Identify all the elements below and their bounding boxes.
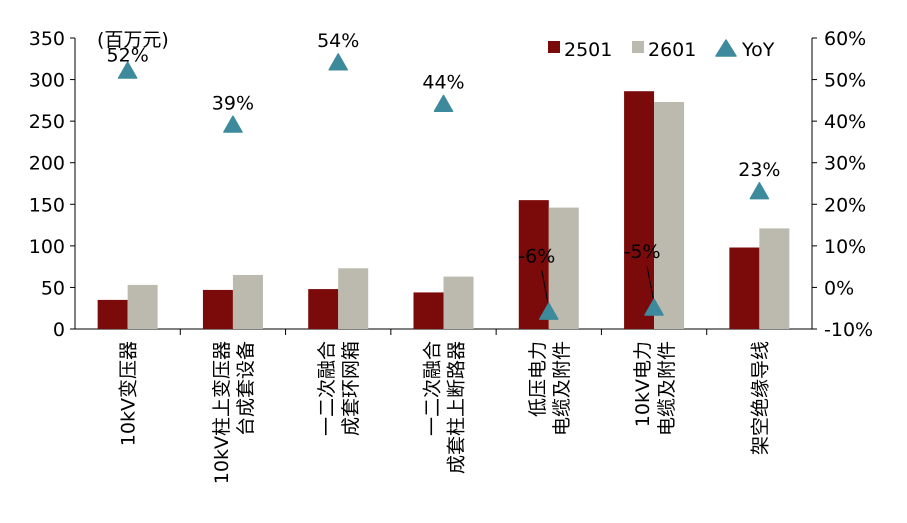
yoy-point	[328, 53, 348, 71]
bar-2501	[729, 247, 760, 329]
category-label: 一二次融合	[316, 341, 338, 436]
category-label: 电缆及附件	[551, 341, 573, 436]
category-label: 架空绝缘导线	[749, 341, 771, 455]
yoy-point	[539, 302, 559, 320]
left-tick-label: 250	[29, 111, 65, 133]
category-label: 成套环网箱	[340, 341, 362, 436]
yoy-point	[223, 115, 243, 133]
yoy-data-label: -6%	[518, 245, 555, 267]
category-label: 10kV柱上变压器	[211, 341, 233, 484]
category-label: 10kV电力	[632, 341, 654, 427]
category-label: 一二次融合	[422, 341, 444, 436]
bar-2601	[338, 268, 369, 329]
bar-2601	[232, 274, 263, 329]
category-label: 成套柱上断路器	[446, 341, 468, 474]
bar-2501	[518, 200, 549, 329]
yoy-leader-line	[646, 266, 654, 299]
legend-label-2601: 2601	[648, 39, 696, 61]
bar-2601	[127, 284, 158, 329]
yoy-point	[117, 61, 138, 79]
right-tick-label: 10%	[824, 236, 866, 258]
right-tick-label: 40%	[824, 111, 866, 133]
bar-2601	[654, 102, 685, 330]
bar-2501	[413, 292, 444, 329]
left-tick-label: 350	[29, 28, 65, 50]
right-tick-label: -10%	[824, 319, 873, 341]
legend-swatch-yoy	[715, 39, 737, 57]
bar-2601	[548, 207, 579, 329]
legend-swatch-2601	[632, 41, 644, 53]
bar-2501	[624, 91, 655, 329]
left-tick-label: 300	[29, 70, 65, 92]
right-tick-label: 50%	[824, 70, 866, 92]
unit-label: (百万元)	[97, 29, 169, 51]
left-tick-label: 150	[29, 194, 65, 216]
yoy-point	[749, 182, 770, 200]
yoy-point	[433, 94, 454, 113]
category-label: 台成套设备	[235, 341, 257, 436]
yoy-series: 52% 39% 54% 44% -6% -5% 23%	[107, 30, 780, 320]
left-tick-label: 0	[53, 319, 65, 341]
bar-2501	[308, 289, 339, 329]
axes: 0 50 100 150 200 250 300 350 -10% 0% 10% 20% 30% 40% 5…	[29, 28, 873, 341]
bar-2501	[202, 289, 233, 329]
yoy-data-label: -5%	[624, 241, 661, 263]
bars	[97, 91, 790, 330]
yoy-leader-line	[541, 270, 549, 303]
yoy-data-label: 52%	[107, 44, 149, 66]
bar-2601	[759, 228, 790, 329]
bar-2601	[443, 276, 474, 329]
legend-swatch-2501	[548, 41, 560, 53]
yoy-point	[644, 298, 664, 316]
left-tick-label: 100	[29, 236, 65, 258]
category-label: 低压电力	[527, 341, 549, 417]
category-label: 10kV变压器	[118, 341, 140, 446]
right-tick-label: 60%	[824, 28, 866, 50]
legend-label-yoy: YoY	[741, 39, 775, 61]
right-tick-label: 20%	[824, 194, 866, 216]
yoy-data-label: 23%	[738, 159, 780, 181]
left-tick-label: 50	[41, 277, 65, 299]
yoy-data-label: 39%	[212, 92, 254, 114]
category-labels: 10kV变压器 10kV柱上变压器 台成套设备 一二次融合 成套环网箱 一二次融合 成套柱上…	[118, 341, 772, 484]
legend-label-2501: 2501	[564, 39, 612, 61]
yoy-data-label: 44%	[422, 72, 464, 94]
left-tick-label: 200	[29, 153, 65, 175]
right-tick-label: 30%	[824, 153, 866, 175]
yoy-data-label: 54%	[317, 30, 359, 52]
category-label: 电缆及附件	[656, 341, 678, 436]
bar-2501	[97, 299, 128, 329]
legend: 2501 2601 YoY	[548, 39, 775, 61]
right-tick-label: 0%	[824, 277, 854, 299]
